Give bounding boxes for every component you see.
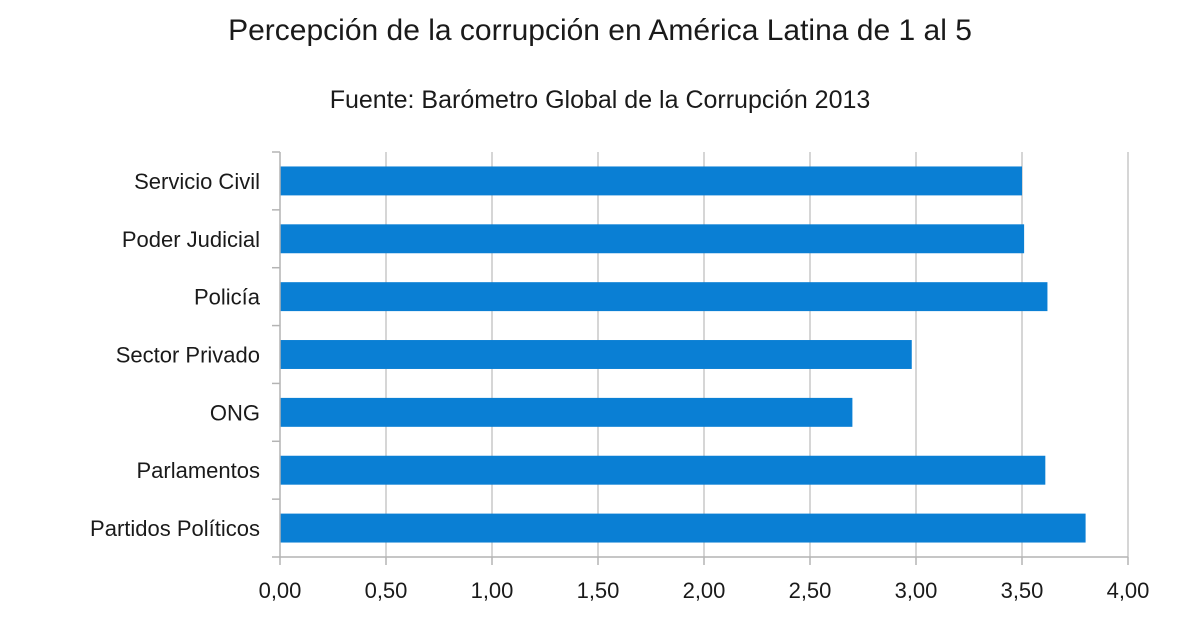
x-tick-label: 3,50 xyxy=(1001,578,1044,603)
x-tick-label: 4,00 xyxy=(1107,578,1150,603)
bar xyxy=(280,340,912,369)
labels: 0,00 0,50 1,00 1,50 2,00 2,50 3,00 3,50 4,00 Serv… xyxy=(90,169,1149,603)
bar xyxy=(280,513,1086,543)
y-category-label: ONG xyxy=(210,400,260,425)
bars xyxy=(280,166,1086,543)
chart-title: Percepción de la corrupción en América L… xyxy=(228,14,972,47)
x-tick-label: 1,00 xyxy=(471,578,514,603)
chart-subtitle: Fuente: Barómetro Global de la Corrupció… xyxy=(329,86,871,114)
y-category-label: Policía xyxy=(194,285,261,310)
x-tick-label: 1,50 xyxy=(577,578,620,603)
x-tick-label: 2,50 xyxy=(789,578,832,603)
y-category-label: Servicio Civil xyxy=(134,169,260,194)
x-tick-label: 0,00 xyxy=(259,578,302,603)
x-tick-label: 0,50 xyxy=(365,578,408,603)
x-tick-label: 2,00 xyxy=(683,578,726,603)
y-category-label: Partidos Políticos xyxy=(90,516,260,541)
y-category-label: Sector Privado xyxy=(116,343,260,368)
bar xyxy=(280,282,1048,312)
bar xyxy=(280,455,1046,485)
bar xyxy=(280,224,1025,254)
y-category-label: Poder Judicial xyxy=(122,227,260,252)
y-category-label: Parlamentos xyxy=(136,458,260,483)
bar xyxy=(280,397,853,427)
axes xyxy=(272,151,1129,565)
bar xyxy=(280,166,1022,196)
x-tick-label: 3,00 xyxy=(895,578,938,603)
